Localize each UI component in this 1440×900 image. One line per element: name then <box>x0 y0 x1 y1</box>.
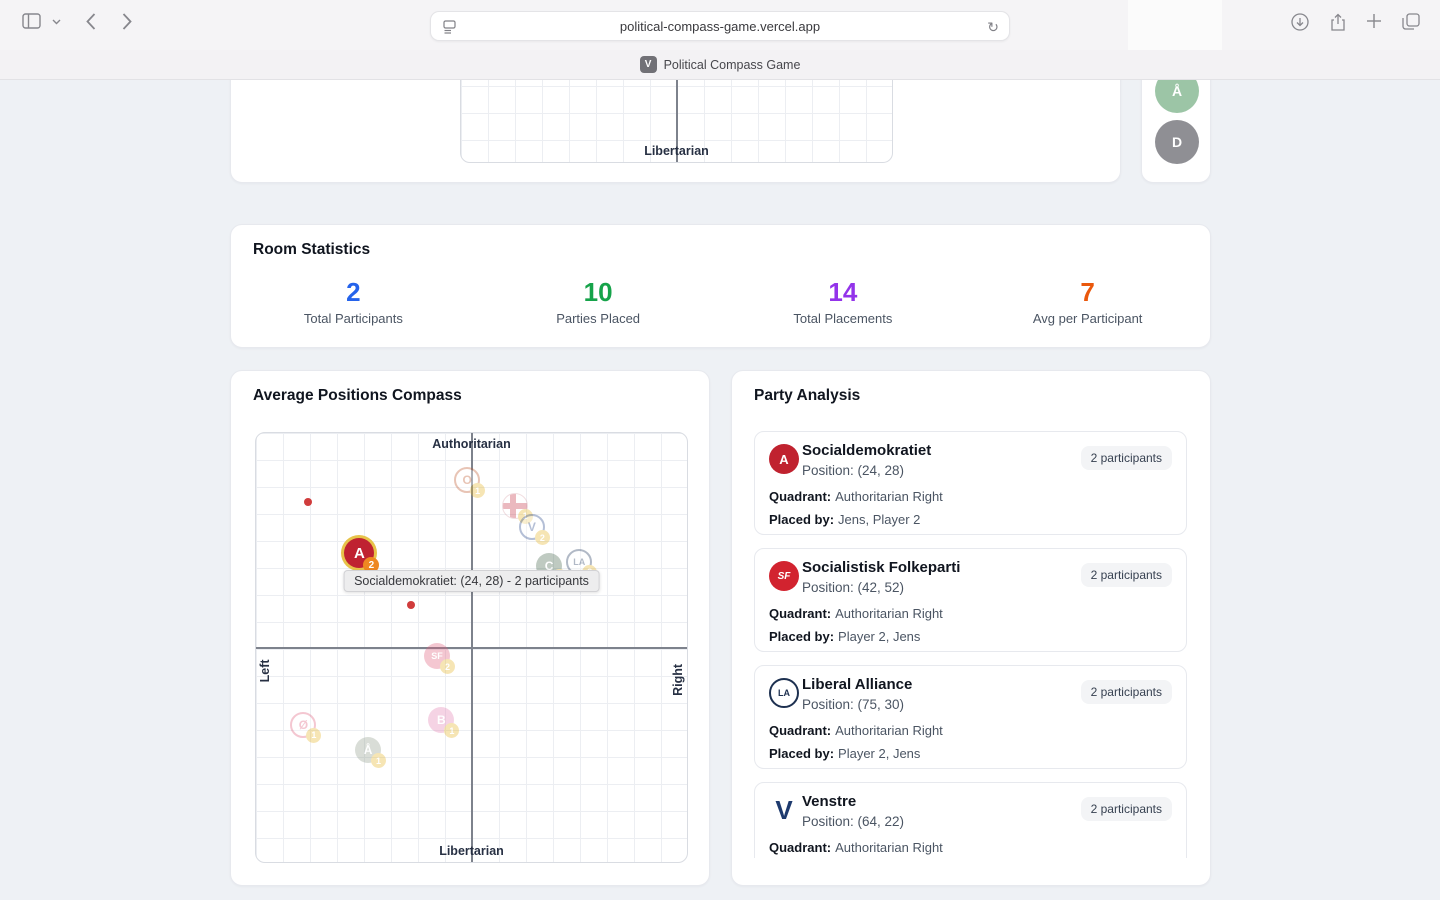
top-compass-card: Libertarian <box>230 80 1121 183</box>
party-icon: LA <box>769 678 799 708</box>
axis-label-libertarian: Libertarian <box>644 144 709 158</box>
party-item[interactable]: SF Socialistisk Folkeparti Position: (42… <box>754 548 1187 652</box>
party-list: A Socialdemokratiet Position: (24, 28) 2… <box>754 431 1187 858</box>
placed-by-row: Placed by: Player 2, Jens <box>769 629 921 644</box>
party-icon: V <box>775 794 793 825</box>
browser-toolbar: political-compass-game.vercel.app ↻ <box>0 0 1440 50</box>
url-text: political-compass-game.vercel.app <box>619 18 821 34</box>
stat-total-placements: 14 Total Placements <box>793 277 893 326</box>
party-position: Position: (24, 28) <box>802 463 905 478</box>
party-analysis-card: Party Analysis A Socialdemokratiet Posit… <box>731 370 1211 886</box>
party-position: Position: (64, 22) <box>802 814 905 829</box>
share-icon[interactable] <box>1330 13 1346 32</box>
url-bar[interactable]: political-compass-game.vercel.app ↻ <box>430 11 1010 41</box>
participants-badge: 2 participants <box>1080 563 1172 587</box>
party-icon: A <box>769 444 799 474</box>
top-compass-chart[interactable]: Libertarian <box>460 80 893 163</box>
party-name: Liberal Alliance <box>802 676 913 693</box>
page-settings-icon[interactable] <box>442 19 457 39</box>
refresh-icon[interactable]: ↻ <box>987 19 999 35</box>
marker-count-badge: 2 <box>534 530 550 546</box>
axis-label-libertarian: Libertarian <box>439 844 504 858</box>
marker-count-badge: 1 <box>444 723 460 739</box>
party-item[interactable]: V Venstre Position: (64, 22) 2 participa… <box>754 782 1187 858</box>
party-position: Position: (75, 30) <box>802 697 905 712</box>
horizontal-axis-line <box>256 646 687 649</box>
avatar[interactable]: D <box>1155 120 1199 164</box>
placed-by-row: Placed by: Player 2, Jens <box>769 746 921 761</box>
forward-button[interactable] <box>122 13 132 30</box>
room-statistics-title: Room Statistics <box>253 241 371 258</box>
quadrant-row: Quadrant: Authoritarian Right <box>769 723 943 738</box>
stat-avg-per-participant: 7 Avg per Participant <box>1032 277 1143 326</box>
placement-dot[interactable] <box>303 497 312 506</box>
sidebar-toggle-icon[interactable] <box>22 13 41 29</box>
download-icon[interactable] <box>1291 13 1309 31</box>
new-tab-icon[interactable] <box>1366 13 1382 29</box>
marker-count-badge: 1 <box>371 753 387 769</box>
party-marker[interactable]: SF 2 <box>424 643 456 675</box>
back-button[interactable] <box>86 13 96 30</box>
participants-badge: 2 participants <box>1080 797 1172 821</box>
marker-count-badge: 1 <box>470 483 486 499</box>
chevron-down-icon[interactable] <box>52 19 61 25</box>
party-item[interactable]: A Socialdemokratiet Position: (24, 28) 2… <box>754 431 1187 535</box>
placed-by-row: Placed by: Jens, Player 2 <box>769 512 921 527</box>
party-icon: SF <box>769 561 799 591</box>
stat-total-participants: 2 Total Participants <box>303 277 403 326</box>
tab-bar[interactable]: V Political Compass Game <box>0 50 1440 80</box>
stat-parties-placed: 10 Parties Placed <box>556 277 641 326</box>
average-positions-title: Average Positions Compass <box>253 387 462 404</box>
axis-label-authoritarian: Authoritarian <box>432 437 511 451</box>
average-positions-card: Average Positions Compass Authoritarian … <box>230 370 710 886</box>
tab-overview-icon[interactable] <box>1402 13 1420 30</box>
quadrant-row: Quadrant: Authoritarian Right <box>769 840 943 855</box>
room-statistics-card: Room Statistics 2 Total Participants 10 … <box>230 224 1211 348</box>
participants-badge: 2 participants <box>1080 680 1172 704</box>
marker-tooltip: Socialdemokratiet: (24, 28) - 2 particip… <box>343 570 600 592</box>
site-favicon: V <box>639 56 657 73</box>
participants-badge: 2 participants <box>1080 446 1172 470</box>
page-content: Libertarian Å D Room Statistics 2 Total … <box>0 80 1440 900</box>
party-name: Socialdemokratiet <box>802 442 932 459</box>
party-position: Position: (42, 52) <box>802 580 905 595</box>
party-item[interactable]: LA Liberal Alliance Position: (75, 30) 2… <box>754 665 1187 769</box>
tab-title: Political Compass Game <box>663 57 801 72</box>
placement-dot[interactable] <box>407 600 416 609</box>
stats-row: 2 Total Participants 10 Parties Placed 1… <box>231 277 1210 326</box>
vertical-axis-line <box>675 80 678 162</box>
party-name: Socialistisk Folkeparti <box>802 559 961 576</box>
party-analysis-title: Party Analysis <box>754 387 861 404</box>
quadrant-row: Quadrant: Authoritarian Right <box>769 489 943 504</box>
party-name: Venstre <box>802 793 857 810</box>
browser-chrome: political-compass-game.vercel.app ↻ V Po… <box>0 0 1440 80</box>
marker-count-badge: 2 <box>363 557 380 574</box>
marker-count-badge: 2 <box>440 659 456 675</box>
marker-count-badge: 1 <box>306 727 322 743</box>
participants-panel: Å D <box>1141 80 1211 183</box>
axis-label-right: Right <box>671 663 685 696</box>
avatar[interactable]: Å <box>1155 80 1199 113</box>
quadrant-row: Quadrant: Authoritarian Right <box>769 606 943 621</box>
axis-label-left: Left <box>258 658 272 682</box>
